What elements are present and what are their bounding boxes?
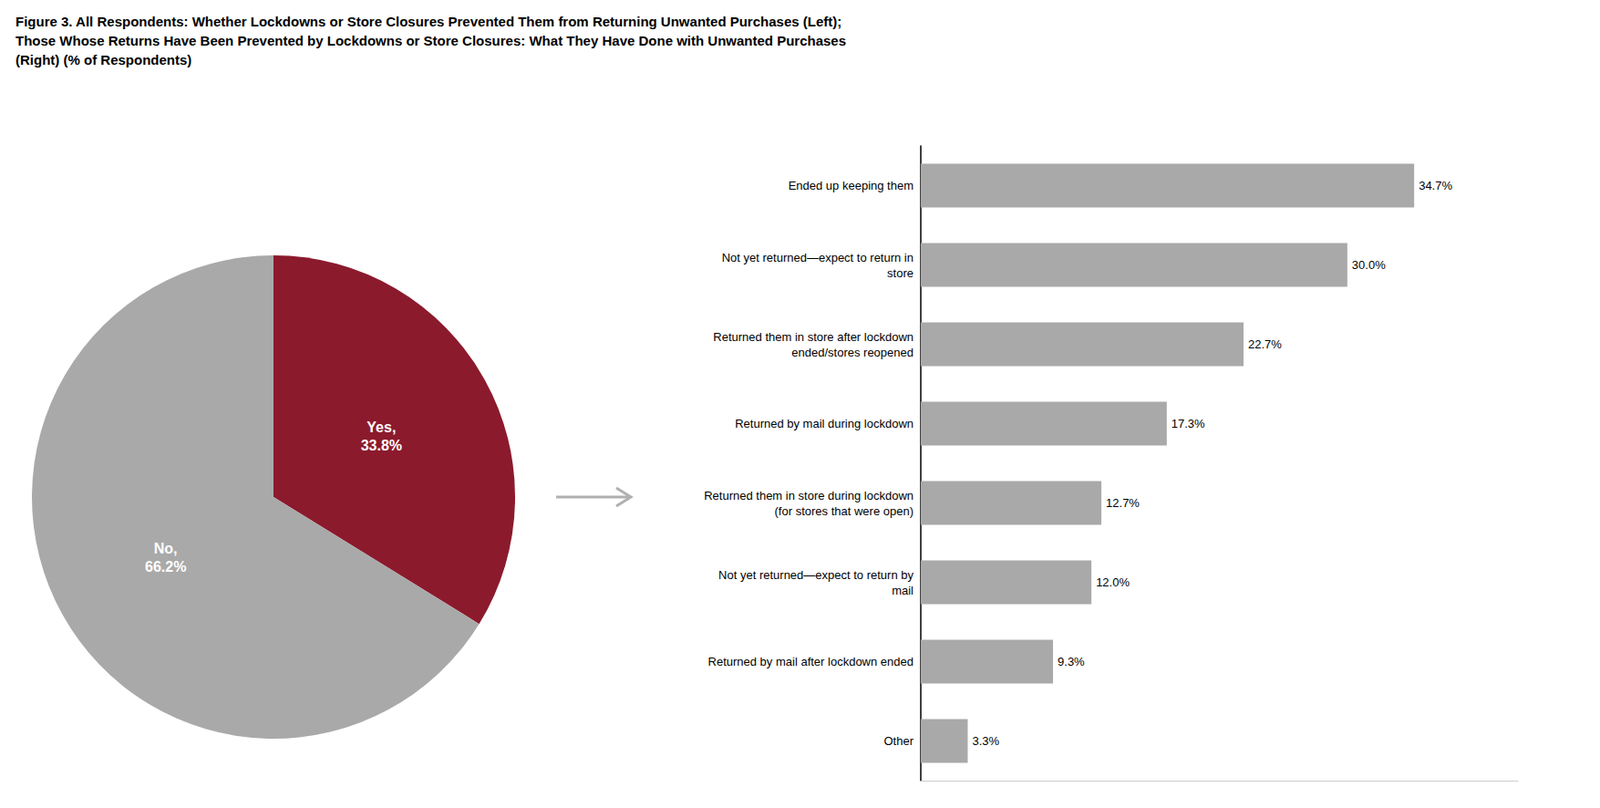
svg-text:33.8%: 33.8% xyxy=(361,437,403,454)
svg-text:store: store xyxy=(887,266,914,280)
svg-text:Ended up keeping them: Ended up keeping them xyxy=(788,178,914,193)
svg-text:Returned by mail during lockdo: Returned by mail during lockdown xyxy=(734,416,914,431)
svg-text:mail: mail xyxy=(891,583,914,598)
svg-text:Yes,: Yes, xyxy=(366,419,396,435)
svg-text:Not yet returned—expect to ret: Not yet returned—expect to return in xyxy=(722,250,914,265)
svg-text:No,: No, xyxy=(154,540,178,557)
svg-text:22.7%: 22.7% xyxy=(1248,337,1282,351)
svg-text:9.3%: 9.3% xyxy=(1057,654,1085,669)
svg-text:34.7%: 34.7% xyxy=(1418,178,1453,193)
svg-text:(Right) (% of Respondents): (Right) (% of Respondents) xyxy=(15,51,192,68)
svg-text:ended/stores reopened: ended/stores reopened xyxy=(791,345,914,360)
svg-text:Returned them in store after l: Returned them in store after lockdown xyxy=(712,330,914,344)
svg-text:12.7%: 12.7% xyxy=(1105,495,1140,510)
svg-text:Those Whose Returns Have Been: Those Whose Returns Have Been Prevented … xyxy=(15,32,847,49)
svg-text:Returned by mail after lockdow: Returned by mail after lockdown ended xyxy=(708,654,914,669)
svg-text:Figure 3. All Respondents: Whe: Figure 3. All Respondents: Whether Lockd… xyxy=(15,13,842,30)
svg-text:Not yet returned—expect to ret: Not yet returned—expect to return by xyxy=(718,567,914,582)
svg-text:Other: Other xyxy=(883,733,914,748)
svg-text:66.2%: 66.2% xyxy=(144,558,186,575)
svg-text:Returned them in store during: Returned them in store during lockdown xyxy=(703,488,914,503)
svg-text:3.3%: 3.3% xyxy=(971,733,1000,748)
svg-text:(for stores that were open): (for stores that were open) xyxy=(774,504,914,518)
svg-text:12.0%: 12.0% xyxy=(1095,575,1130,589)
svg-text:17.3%: 17.3% xyxy=(1171,416,1206,431)
svg-text:30.0%: 30.0% xyxy=(1352,258,1386,272)
